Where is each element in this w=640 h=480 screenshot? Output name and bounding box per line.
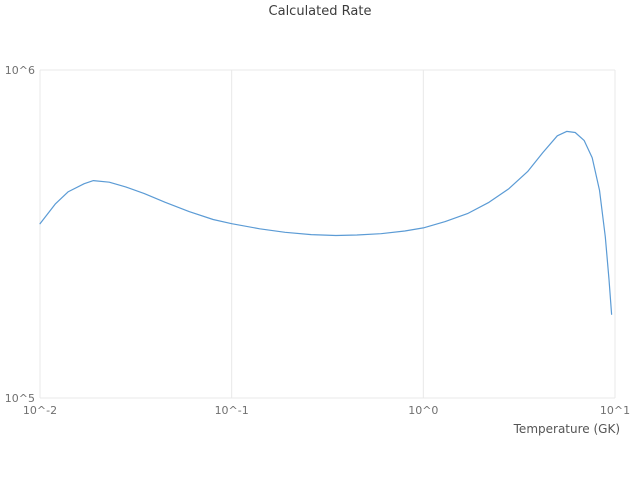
rate-line bbox=[39, 130, 613, 315]
x-tick-label: 10^0 bbox=[408, 404, 438, 417]
y-tick-label: 10^5 bbox=[5, 392, 35, 405]
x-tick-label: 10^-1 bbox=[215, 404, 249, 417]
x-axis-label: Temperature (GK) bbox=[513, 422, 620, 436]
x-tick-label: 10^1 bbox=[600, 404, 630, 417]
chart-title: Calculated Rate bbox=[268, 4, 372, 19]
y-tick-label: 10^6 bbox=[5, 64, 35, 77]
x-tick-label: 10^-2 bbox=[23, 404, 57, 417]
